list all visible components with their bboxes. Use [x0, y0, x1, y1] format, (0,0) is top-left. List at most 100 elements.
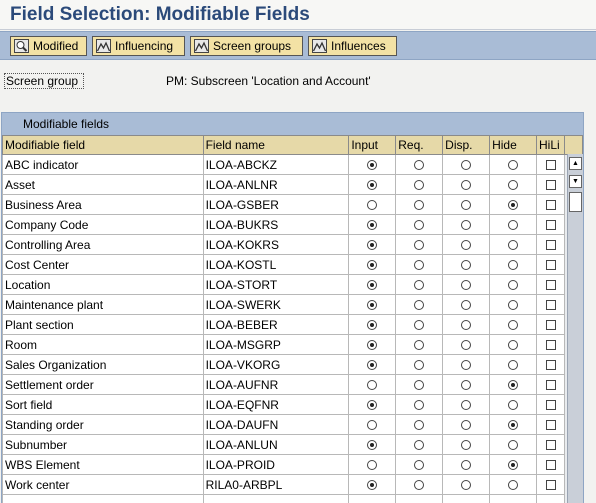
hide-radio[interactable]: [508, 160, 519, 171]
hili-checkbox[interactable]: [545, 200, 556, 211]
hili-checkbox[interactable]: [545, 220, 556, 231]
input-radio[interactable]: [367, 200, 378, 211]
screen-groups-button[interactable]: Screen groups: [190, 36, 303, 56]
disp-radio[interactable]: [461, 460, 472, 471]
hide-radio[interactable]: [508, 380, 519, 391]
input-radio[interactable]: [367, 480, 378, 491]
hili-checkbox[interactable]: [545, 240, 556, 251]
vertical-scrollbar[interactable]: ▲ ▼: [567, 154, 583, 503]
disp-radio[interactable]: [461, 300, 472, 311]
hili-checkbox[interactable]: [545, 160, 556, 171]
req-radio[interactable]: [414, 480, 425, 491]
hide-radio[interactable]: [508, 320, 519, 331]
hide-radio[interactable]: [508, 420, 519, 431]
modified-button[interactable]: Modified: [10, 36, 87, 56]
req-radio[interactable]: [414, 300, 425, 311]
hide-radio[interactable]: [508, 200, 519, 211]
hili-checkbox[interactable]: [545, 400, 556, 411]
input-radio[interactable]: [367, 400, 378, 411]
column-header-field-name[interactable]: Field name: [202, 135, 350, 155]
req-radio[interactable]: [414, 160, 425, 171]
hili-checkbox[interactable]: [545, 340, 556, 351]
disp-radio[interactable]: [461, 380, 472, 391]
hide-radio[interactable]: [508, 180, 519, 191]
input-radio[interactable]: [367, 300, 378, 311]
scroll-down-icon[interactable]: ▼: [569, 175, 582, 188]
hili-checkbox[interactable]: [545, 460, 556, 471]
input-radio[interactable]: [367, 440, 378, 451]
disp-radio[interactable]: [461, 340, 472, 351]
disp-radio[interactable]: [461, 320, 472, 331]
column-header-req[interactable]: Req.: [395, 135, 444, 155]
hili-checkbox[interactable]: [545, 300, 556, 311]
disp-radio[interactable]: [461, 180, 472, 191]
hide-radio[interactable]: [508, 480, 519, 491]
req-radio[interactable]: [414, 440, 425, 451]
input-radio[interactable]: [367, 180, 378, 191]
input-radio[interactable]: [367, 260, 378, 271]
req-radio[interactable]: [414, 340, 425, 351]
disp-radio[interactable]: [461, 420, 472, 431]
input-radio[interactable]: [367, 320, 378, 331]
hide-radio[interactable]: [508, 340, 519, 351]
column-header-input[interactable]: Input: [348, 135, 397, 155]
hili-checkbox[interactable]: [545, 320, 556, 331]
req-radio[interactable]: [414, 240, 425, 251]
hili-checkbox[interactable]: [545, 260, 556, 271]
disp-radio[interactable]: [461, 240, 472, 251]
column-header-hide[interactable]: Hide: [489, 135, 538, 155]
req-radio[interactable]: [414, 380, 425, 391]
hide-radio[interactable]: [508, 360, 519, 371]
input-radio[interactable]: [367, 340, 378, 351]
hide-radio[interactable]: [508, 400, 519, 411]
hili-checkbox[interactable]: [545, 440, 556, 451]
req-radio[interactable]: [414, 220, 425, 231]
input-radio[interactable]: [367, 360, 378, 371]
req-radio[interactable]: [414, 260, 425, 271]
req-radio[interactable]: [414, 420, 425, 431]
hide-radio[interactable]: [508, 460, 519, 471]
req-radio[interactable]: [414, 180, 425, 191]
hili-checkbox[interactable]: [545, 380, 556, 391]
disp-radio[interactable]: [461, 360, 472, 371]
input-radio[interactable]: [367, 220, 378, 231]
disp-radio[interactable]: [461, 400, 472, 411]
hili-checkbox[interactable]: [545, 280, 556, 291]
hide-radio[interactable]: [508, 440, 519, 451]
hide-radio[interactable]: [508, 280, 519, 291]
input-radio[interactable]: [367, 160, 378, 171]
column-header-hili[interactable]: HiLi: [536, 135, 565, 155]
input-radio[interactable]: [367, 280, 378, 291]
disp-radio[interactable]: [461, 260, 472, 271]
input-radio[interactable]: [367, 460, 378, 471]
input-radio[interactable]: [367, 380, 378, 391]
disp-radio[interactable]: [461, 220, 472, 231]
column-header-modifiable-field[interactable]: Modifiable field: [2, 135, 204, 155]
req-radio[interactable]: [414, 360, 425, 371]
disp-radio[interactable]: [461, 440, 472, 451]
influencing-button[interactable]: Influencing: [92, 36, 185, 56]
hide-radio[interactable]: [508, 260, 519, 271]
hide-radio[interactable]: [508, 240, 519, 251]
req-radio[interactable]: [414, 200, 425, 211]
input-radio[interactable]: [367, 420, 378, 431]
disp-radio[interactable]: [461, 280, 472, 291]
hili-checkbox[interactable]: [545, 360, 556, 371]
hili-checkbox[interactable]: [545, 420, 556, 431]
req-radio[interactable]: [414, 320, 425, 331]
req-radio[interactable]: [414, 280, 425, 291]
input-radio[interactable]: [367, 240, 378, 251]
column-header-disp[interactable]: Disp.: [442, 135, 491, 155]
disp-radio[interactable]: [461, 480, 472, 491]
hili-checkbox[interactable]: [545, 480, 556, 491]
scrollbar-thumb[interactable]: [569, 192, 582, 212]
disp-radio[interactable]: [461, 160, 472, 171]
hide-radio[interactable]: [508, 300, 519, 311]
req-radio[interactable]: [414, 460, 425, 471]
influences-button[interactable]: Influences: [308, 36, 397, 56]
hili-checkbox[interactable]: [545, 180, 556, 191]
req-radio[interactable]: [414, 400, 425, 411]
scroll-up-icon[interactable]: ▲: [569, 157, 582, 170]
screen-group-label[interactable]: Screen group: [4, 73, 84, 89]
disp-radio[interactable]: [461, 200, 472, 211]
